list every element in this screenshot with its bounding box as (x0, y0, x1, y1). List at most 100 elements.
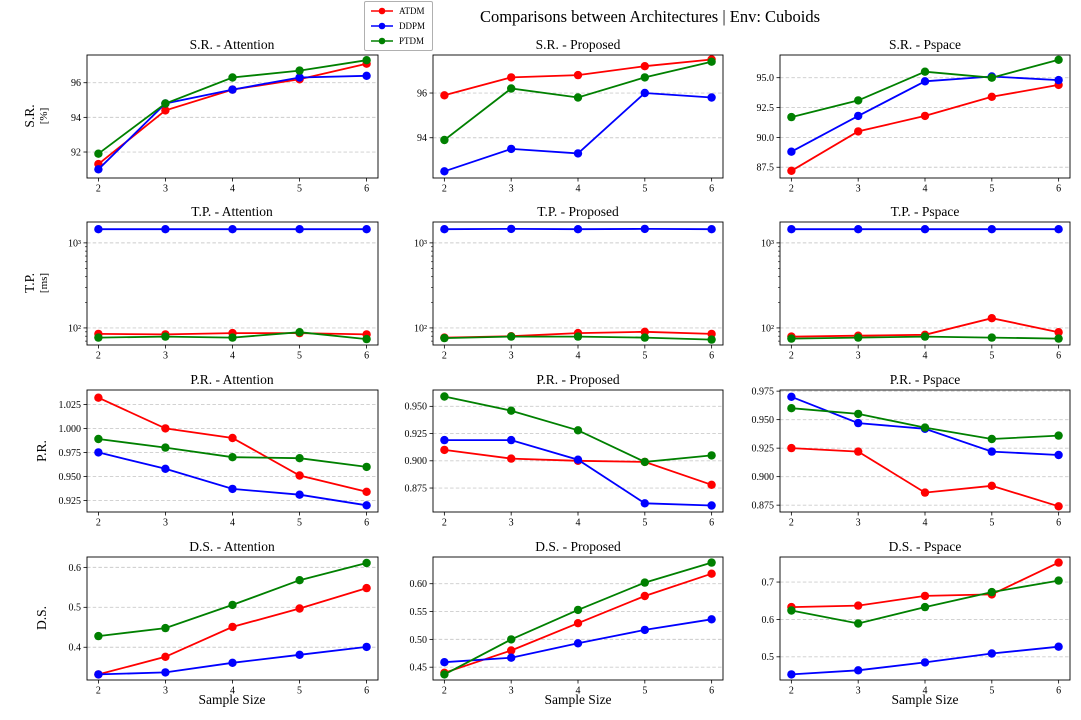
chart-s-r-attention: 92 94 96 2 3 4 5 6 (71, 54, 379, 195)
chart-title: D.S. - Attention (189, 539, 275, 554)
y-axis: 0.925 0.950 0.975 1.000 1.025 (59, 400, 87, 507)
chart-s-r-pspace: 87.5 90.0 92.5 95.0 2 3 4 5 6 (757, 54, 1071, 195)
data-point (507, 224, 516, 234)
data-point (854, 409, 863, 419)
data-point (707, 615, 716, 624)
gridlines (433, 405, 723, 489)
data-point (295, 225, 304, 234)
x-tick-label: 4 (576, 351, 581, 362)
x-tick-label: 3 (163, 686, 168, 697)
gridlines (87, 242, 378, 329)
plot-border (86, 556, 379, 681)
red-line-marker-icon (371, 7, 393, 15)
data-point (920, 602, 930, 612)
data-point (94, 448, 103, 457)
data-point (987, 434, 996, 444)
data-point (573, 70, 583, 80)
data-point (987, 333, 996, 342)
data-point (94, 670, 103, 679)
series-ptdm (787, 332, 1063, 343)
series-ddpm (94, 642, 371, 679)
x-tick-label: 6 (364, 184, 369, 195)
data-point (228, 433, 237, 443)
x-axis: 2 3 4 5 6 (789, 680, 1061, 697)
data-point (362, 642, 371, 652)
data-point (362, 334, 371, 344)
x-tick-label: 4 (576, 518, 581, 529)
y-tick-label: 10³ (761, 238, 774, 249)
data-point (161, 99, 170, 108)
x-tick-label: 4 (230, 518, 235, 529)
data-point (228, 225, 237, 234)
x-axis: 2 3 4 5 6 (442, 178, 714, 195)
y-tick-label: 0.925 (405, 429, 428, 440)
x-tick-label: 4 (923, 686, 928, 697)
data-point (440, 658, 449, 667)
data-point (507, 84, 516, 93)
gridlines (780, 390, 1070, 506)
data-point (854, 111, 863, 121)
data-point (707, 451, 716, 460)
series-atdm (787, 80, 1063, 175)
data-point (854, 96, 863, 105)
plot-border (432, 54, 724, 179)
x-tick-label: 4 (230, 686, 235, 697)
legend-item-ddpm: DDPM (370, 19, 425, 33)
series-ddpm (787, 642, 1063, 679)
data-point (228, 333, 237, 342)
x-tick-label: 6 (1056, 518, 1061, 529)
x-tick-label: 3 (509, 518, 514, 529)
data-point (295, 73, 304, 82)
y-axis: 94 96 (417, 88, 433, 144)
x-tick-label: 6 (364, 518, 369, 529)
data-point (640, 333, 649, 342)
chart-title: S.R. - Attention (189, 37, 275, 52)
chart-title: T.P. - Pspace (890, 204, 960, 219)
y-axis-unit-text: [%] (38, 107, 50, 125)
chart-title: T.P. - Proposed (537, 204, 619, 219)
data-point (161, 652, 170, 661)
y-tick-label: 0.900 (405, 456, 428, 467)
chart-d-s-pspace: 0.5 0.6 0.7 2 3 4 5 6 (762, 556, 1071, 697)
x-tick-label: 3 (856, 686, 861, 697)
x-tick-label: 6 (709, 184, 714, 195)
x-tick-label: 4 (230, 184, 235, 195)
data-point (987, 314, 996, 323)
y-axis-label-sr: S.R. [%] (22, 104, 51, 127)
data-point (573, 426, 583, 435)
data-point (228, 600, 237, 610)
y-tick-label: 0.925 (752, 444, 775, 455)
y-tick-label: 0.60 (410, 579, 428, 590)
y-tick-label: 96 (417, 88, 427, 99)
data-point (787, 670, 796, 679)
plot-border (779, 556, 1071, 681)
data-point (507, 435, 516, 445)
y-tick-label: 1.025 (59, 400, 82, 411)
x-tick-label: 5 (989, 184, 994, 195)
y-axis: 87.5 90.0 92.5 95.0 (757, 73, 780, 174)
data-point (507, 406, 516, 415)
x-axis: 2 3 4 5 6 (96, 680, 369, 697)
data-point (228, 658, 237, 667)
data-point (640, 457, 649, 467)
data-point (1054, 328, 1063, 337)
legend-label: PTDM (399, 36, 425, 46)
data-point (94, 225, 103, 234)
x-tick-label: 3 (163, 184, 168, 195)
series-atdm (440, 55, 716, 100)
data-point (707, 480, 716, 489)
data-point (987, 73, 996, 82)
series-ptdm (787, 55, 1063, 122)
y-axis-label-tp: T.P. [ms] (22, 273, 51, 293)
data-point (787, 147, 796, 156)
x-tick-label: 5 (989, 351, 994, 362)
plot-border (779, 54, 1071, 179)
x-axis-label: Sample Size (544, 692, 612, 707)
x-tick-label: 4 (923, 184, 928, 195)
y-tick-label: 0.875 (405, 483, 428, 494)
data-point (787, 166, 796, 175)
data-point (161, 623, 170, 633)
data-point (161, 424, 170, 433)
legend-label: ATDM (399, 6, 425, 16)
data-point (295, 66, 304, 75)
